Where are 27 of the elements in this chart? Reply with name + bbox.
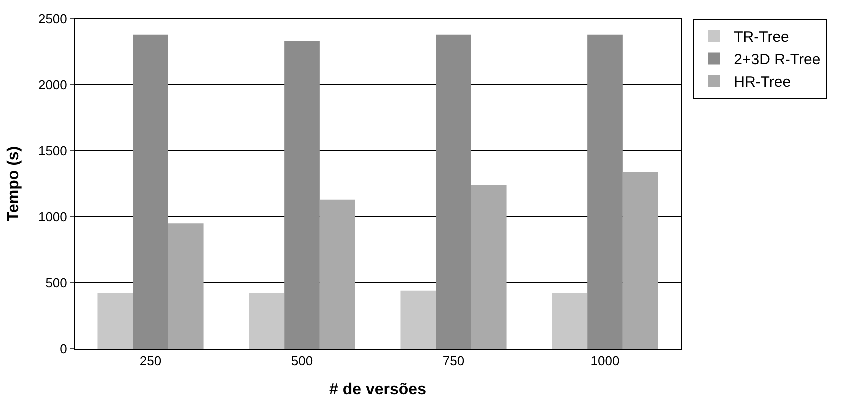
legend-label: HR-Tree (734, 74, 792, 92)
x-tick-label: 750 (442, 354, 465, 369)
x-tick-label: 1000 (590, 354, 620, 369)
bar (249, 294, 285, 349)
bar (98, 294, 134, 349)
y-tick-label: 2500 (38, 12, 68, 27)
bar (400, 290, 436, 349)
bar (320, 200, 356, 349)
x-tick-label: 250 (140, 354, 162, 369)
bar (622, 172, 658, 349)
legend-label: 2+3D R-Tree (734, 52, 821, 69)
y-tick-label: 500 (46, 276, 68, 291)
y-tick-label: 0 (60, 342, 68, 357)
bar (133, 34, 168, 349)
bar (471, 185, 507, 349)
bar (168, 224, 204, 349)
y-axis-title: Tempo (s) (5, 146, 22, 222)
y-tick-label: 1000 (38, 210, 68, 225)
bar (436, 34, 472, 349)
x-axis-title: # de versões (330, 381, 427, 398)
legend-label: TR-Tree (734, 29, 790, 46)
bar (552, 294, 588, 349)
y-tick-label: 1500 (38, 144, 68, 159)
y-tick-label: 2000 (38, 78, 68, 93)
bar (284, 41, 320, 349)
x-tick-label: 500 (291, 354, 314, 369)
bar (588, 34, 623, 349)
